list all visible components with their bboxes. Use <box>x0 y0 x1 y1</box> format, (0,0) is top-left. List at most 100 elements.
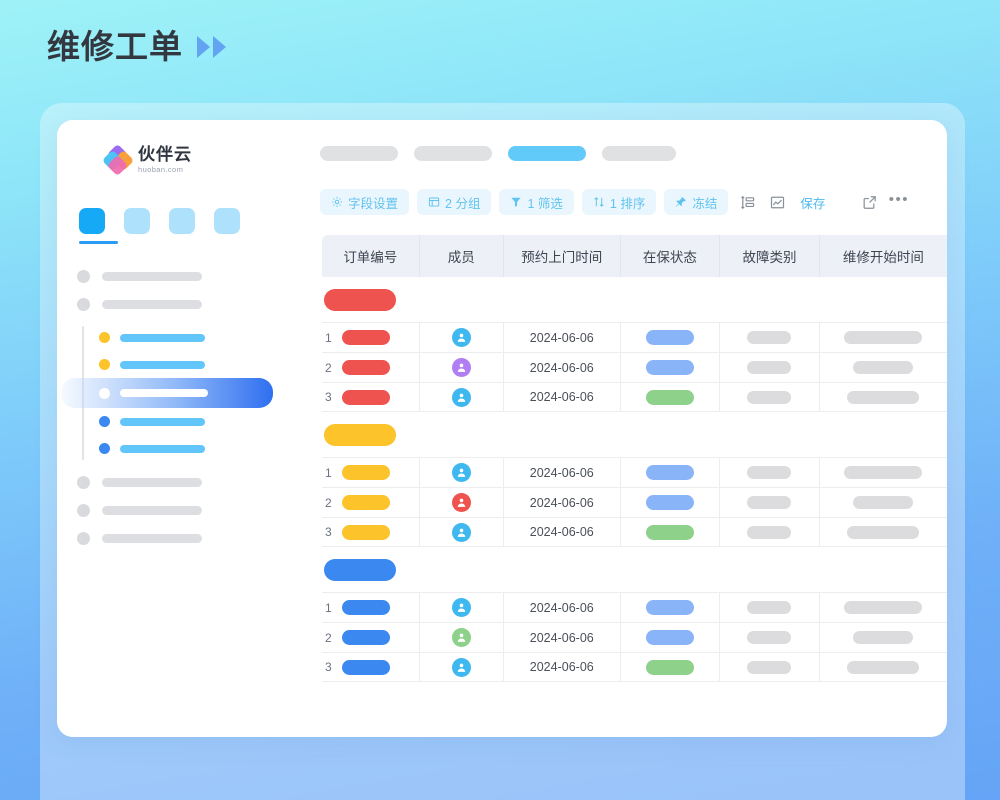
cell-member[interactable] <box>420 353 504 382</box>
cell-appointment-time[interactable]: 2024-06-06 <box>504 458 621 487</box>
column-header-4[interactable]: 在保状态 <box>621 235 721 277</box>
column-header-6[interactable]: 维修开始时间 <box>842 250 924 265</box>
cell-member[interactable] <box>420 488 504 517</box>
cell-appointment-time[interactable]: 2024-06-06 <box>504 653 621 681</box>
cell-fault-type[interactable] <box>720 518 820 546</box>
sidebar-app-tile-3[interactable] <box>169 208 195 234</box>
cell-appointment-time[interactable]: 2024-06-06 <box>504 518 621 546</box>
row-height-icon[interactable] <box>736 190 758 214</box>
sidebar-item-2[interactable] <box>73 290 255 318</box>
table-row[interactable]: 1 2024-06-06 <box>322 322 947 352</box>
toolbar-button-3[interactable]: 1 筛选 <box>499 189 574 215</box>
sidebar-subitem-6[interactable] <box>73 408 255 435</box>
table-row[interactable]: 2 2024-06-06 <box>322 352 947 382</box>
sidebar-subitem-5[interactable] <box>61 378 273 408</box>
cell-member[interactable] <box>420 383 504 411</box>
cell-appointment-time[interactable]: 2024-06-06 <box>504 623 621 652</box>
share-icon[interactable] <box>859 190 881 214</box>
cell-warranty-status[interactable] <box>621 653 721 681</box>
cell-repair-start-time[interactable] <box>820 593 947 622</box>
cell-fault-type[interactable] <box>720 623 820 652</box>
sidebar-app-tile-2[interactable] <box>124 208 150 234</box>
table-row[interactable]: 3 2024-06-06 <box>322 517 947 547</box>
sidebar-app-tile-1[interactable] <box>79 208 105 234</box>
cell-repair-start-time[interactable] <box>820 458 947 487</box>
cell-fault-type[interactable] <box>720 323 820 352</box>
sidebar-app-tile-4[interactable] <box>214 208 240 234</box>
toolbar-button-1[interactable]: 字段设置 <box>320 189 410 215</box>
group-header-group-yellow[interactable] <box>322 412 947 457</box>
cell-warranty-status[interactable] <box>621 623 721 652</box>
group-header-group-blue[interactable] <box>322 547 947 592</box>
cell-order-id[interactable]: 3 <box>322 518 420 546</box>
group-header-group-red[interactable] <box>322 277 947 322</box>
cell-warranty-status[interactable] <box>621 383 721 411</box>
table-row[interactable]: 3 2024-06-06 <box>322 382 947 412</box>
cell-fault-type[interactable] <box>720 488 820 517</box>
toolbar-button-5[interactable]: 冻结 <box>664 189 729 215</box>
table-row[interactable]: 1 2024-06-06 <box>322 592 947 622</box>
cell-order-id[interactable]: 1 <box>322 593 420 622</box>
sidebar-subitem-3[interactable] <box>73 324 255 351</box>
cell-repair-start-time[interactable] <box>820 323 947 352</box>
cell-order-id[interactable]: 1 <box>322 458 420 487</box>
sidebar-item-1[interactable] <box>73 262 255 290</box>
cell-repair-start-time[interactable] <box>820 623 947 652</box>
cell-warranty-status[interactable] <box>621 518 721 546</box>
cell-appointment-time[interactable]: 2024-06-06 <box>504 323 621 352</box>
cell-warranty-status[interactable] <box>621 458 721 487</box>
cell-appointment-time[interactable]: 2024-06-06 <box>504 353 621 382</box>
cell-fault-type[interactable] <box>720 383 820 411</box>
table-row[interactable]: 3 2024-06-06 <box>322 652 947 682</box>
cell-member[interactable] <box>420 623 504 652</box>
sidebar-item-8[interactable] <box>73 468 255 496</box>
sidebar-subitem-4[interactable] <box>73 351 255 378</box>
cell-order-id[interactable]: 2 <box>322 623 420 652</box>
cell-fault-type[interactable] <box>720 353 820 382</box>
sidebar-subitem-7[interactable] <box>73 435 255 462</box>
column-header-3[interactable]: 预约上门时间 <box>504 235 621 277</box>
table-row[interactable]: 1 2024-06-06 <box>322 457 947 487</box>
cell-member[interactable] <box>420 518 504 546</box>
sidebar-item-9[interactable] <box>73 496 255 524</box>
cell-appointment-time[interactable]: 2024-06-06 <box>504 593 621 622</box>
cell-member[interactable] <box>420 323 504 352</box>
cell-order-id[interactable]: 2 <box>322 353 420 382</box>
cell-repair-start-time[interactable] <box>820 488 947 517</box>
toolbar-button-4[interactable]: 1 排序 <box>581 189 657 215</box>
cell-repair-start-time[interactable] <box>820 353 947 382</box>
cell-warranty-status[interactable] <box>621 488 721 517</box>
cell-order-id[interactable]: 3 <box>322 383 420 411</box>
view-tab-2[interactable] <box>414 146 492 161</box>
cell-order-id[interactable]: 1 <box>322 323 420 352</box>
cell-appointment-time[interactable]: 2024-06-06 <box>504 383 621 411</box>
cell-repair-start-time[interactable] <box>820 518 947 546</box>
table-row[interactable]: 2 2024-06-06 <box>322 622 947 652</box>
cell-repair-start-time[interactable] <box>820 383 947 411</box>
toolbar-button-2[interactable]: 2 分组 <box>417 189 492 215</box>
sidebar-item-10[interactable] <box>73 524 255 552</box>
cell-repair-start-time[interactable] <box>820 653 947 681</box>
cell-order-id[interactable]: 2 <box>322 488 420 517</box>
column-header-1[interactable]: 订单编号 <box>322 235 420 277</box>
cell-fault-type[interactable] <box>720 593 820 622</box>
cell-warranty-status[interactable] <box>621 323 721 352</box>
view-tab-4[interactable] <box>602 146 676 161</box>
column-header-5[interactable]: 故障类别 <box>720 235 820 277</box>
cell-member[interactable] <box>420 593 504 622</box>
cell-member[interactable] <box>420 458 504 487</box>
column-header-2[interactable]: 成员 <box>420 235 504 277</box>
cell-fault-type[interactable] <box>720 653 820 681</box>
save-button[interactable]: 保存 <box>800 196 826 211</box>
chart-icon[interactable] <box>766 190 788 214</box>
more-dots-icon[interactable]: ••• <box>888 190 909 208</box>
view-tab-1[interactable] <box>320 146 398 161</box>
table-row[interactable]: 2 2024-06-06 <box>322 487 947 517</box>
cell-warranty-status[interactable] <box>621 353 721 382</box>
cell-order-id[interactable]: 3 <box>322 653 420 681</box>
cell-appointment-time[interactable]: 2024-06-06 <box>504 488 621 517</box>
cell-fault-type[interactable] <box>720 458 820 487</box>
cell-member[interactable] <box>420 653 504 681</box>
cell-warranty-status[interactable] <box>621 593 721 622</box>
view-tab-3[interactable] <box>508 146 586 161</box>
